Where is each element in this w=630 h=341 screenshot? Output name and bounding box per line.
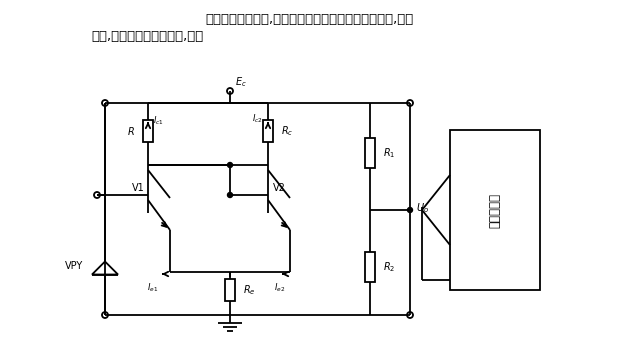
Text: 设计比较放大器时,要考虑与其他部分直流电平的配合,电压: 设计比较放大器时,要考虑与其他部分直流电平的配合,电压: [206, 13, 414, 26]
Text: $R_e$: $R_e$: [243, 283, 256, 297]
Text: $I_{c2}$: $I_{c2}$: [252, 113, 263, 125]
Bar: [365, 252, 375, 282]
Circle shape: [102, 100, 108, 106]
Circle shape: [102, 312, 108, 318]
Text: VPY: VPY: [65, 261, 83, 271]
Text: $R_2$: $R_2$: [383, 260, 395, 274]
Bar: [143, 120, 153, 142]
Text: 分差放大器: 分差放大器: [488, 193, 501, 227]
Circle shape: [407, 312, 413, 318]
Bar: [450, 130, 540, 290]
Circle shape: [408, 208, 413, 212]
Text: $R_1$: $R_1$: [383, 146, 396, 160]
Text: $I_{e1}$: $I_{e1}$: [147, 281, 159, 294]
Circle shape: [227, 163, 232, 167]
Text: V2: V2: [273, 183, 286, 193]
Polygon shape: [92, 262, 118, 275]
Text: $I_{e2}$: $I_{e2}$: [275, 281, 285, 294]
Circle shape: [227, 88, 233, 94]
Text: $E_c$: $E_c$: [235, 75, 247, 89]
Text: 增益,常采用分差放大电路,见图: 增益,常采用分差放大电路,见图: [92, 30, 204, 43]
Circle shape: [407, 100, 413, 106]
Circle shape: [227, 193, 232, 197]
Bar: [225, 279, 235, 301]
Text: $R$: $R$: [127, 125, 135, 137]
Circle shape: [94, 192, 100, 198]
Text: $R_c$: $R_c$: [281, 124, 294, 138]
Text: $U_o$: $U_o$: [416, 201, 429, 215]
Text: V1: V1: [132, 183, 145, 193]
Bar: [365, 138, 375, 168]
Text: $I_{c1}$: $I_{c1}$: [153, 115, 164, 127]
Bar: [263, 120, 273, 142]
